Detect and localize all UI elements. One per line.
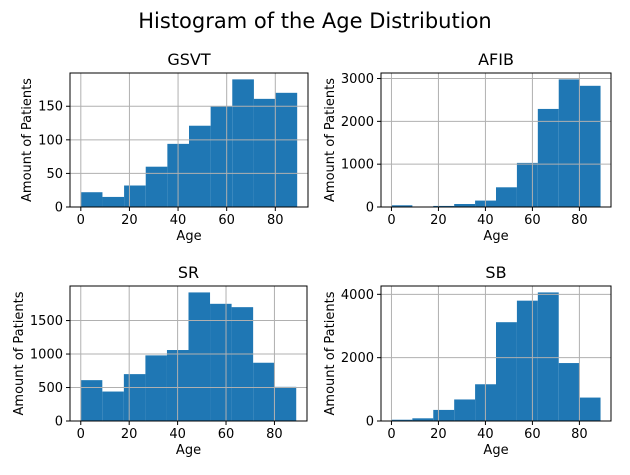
subplot-title: SB xyxy=(485,263,506,282)
plot-spines xyxy=(380,285,612,422)
y-tick-label: 3000 xyxy=(341,72,374,87)
x-tick-label: 0 xyxy=(77,213,85,228)
hist-bar xyxy=(516,300,538,421)
plot-spines xyxy=(69,285,308,422)
hist-bar xyxy=(145,355,167,421)
x-axis-label: Age xyxy=(483,443,508,458)
y-tick-label: 0 xyxy=(55,415,63,430)
x-tick-label: 20 xyxy=(121,213,138,228)
x-tick-label: 60 xyxy=(524,213,541,228)
x-tick-label: 40 xyxy=(477,427,494,442)
y-tick-label: 100 xyxy=(38,133,63,148)
hist-bar xyxy=(579,397,601,421)
hist-bar xyxy=(124,185,146,207)
hist-bar xyxy=(253,98,276,207)
x-tick-label: 0 xyxy=(387,427,395,442)
y-tick-label: 50 xyxy=(46,167,63,182)
x-tick-label: 40 xyxy=(170,213,187,228)
hist-bar xyxy=(123,374,146,421)
y-tick-label: 1000 xyxy=(341,158,374,173)
subplot-afib: 0 20 40 60 80 0 1000 2000 3000 AFIB Age Amount of P… xyxy=(315,40,630,253)
hist-bar xyxy=(102,196,125,207)
hist-bar xyxy=(80,380,103,421)
hist-bar xyxy=(188,292,211,421)
hist-bar xyxy=(253,362,275,421)
hist-bar xyxy=(391,419,413,421)
y-tick-label: 1500 xyxy=(30,314,63,329)
hist-bar xyxy=(516,162,538,207)
hist-bar xyxy=(145,166,168,207)
hist-bar xyxy=(102,391,124,421)
x-tick-label: 80 xyxy=(266,427,283,442)
x-tick-label: 60 xyxy=(524,427,541,442)
hist-bar xyxy=(210,303,232,421)
y-tick-label: 0 xyxy=(366,415,374,430)
x-axis-label: Age xyxy=(176,443,201,458)
hist-bar xyxy=(579,85,601,207)
y-axis-label: Amount of Patients xyxy=(12,291,27,415)
hist-bar xyxy=(391,205,413,207)
y-axis-label: Amount of Patients xyxy=(323,78,338,202)
hist-bar xyxy=(275,92,298,207)
hist-bar xyxy=(454,399,476,421)
y-tick-label: 4000 xyxy=(341,288,374,303)
x-tick-label: 0 xyxy=(387,213,395,228)
x-tick-label: 20 xyxy=(430,427,447,442)
hist-bar xyxy=(558,79,580,207)
x-tick-label: 60 xyxy=(218,213,235,228)
y-tick-label: 2000 xyxy=(341,115,374,130)
hist-bar xyxy=(231,307,254,421)
x-tick-label: 40 xyxy=(477,213,494,228)
hist-bar xyxy=(433,409,455,421)
y-axis-label: Amount of Patients xyxy=(20,78,35,202)
hist-bar xyxy=(232,79,254,207)
x-tick-label: 80 xyxy=(267,213,284,228)
y-tick-label: 0 xyxy=(55,201,63,216)
hist-bar xyxy=(558,363,580,421)
subplot-sr: 0 20 40 60 80 0 500 1000 1500 SR Age Amount of Pati… xyxy=(0,253,315,475)
histogram-afib: 0 20 40 60 80 0 1000 2000 3000 AFIB Age Amount of P… xyxy=(323,50,612,244)
y-tick-label: 500 xyxy=(38,381,63,396)
y-tick-label: 2000 xyxy=(341,351,374,366)
x-tick-label: 80 xyxy=(571,213,588,228)
subplot-title: GSVT xyxy=(167,50,211,69)
x-tick-label: 20 xyxy=(430,213,447,228)
hist-bar xyxy=(80,192,103,207)
subplot-title: SR xyxy=(178,263,199,282)
x-tick-label: 40 xyxy=(169,427,186,442)
hist-bar xyxy=(537,108,559,207)
y-axis-label: Amount of Patients xyxy=(323,291,338,415)
x-axis-label: Age xyxy=(483,229,508,244)
subplot-title: AFIB xyxy=(478,50,514,69)
x-tick-label: 60 xyxy=(218,427,235,442)
histogram-sr: 0 20 40 60 80 0 500 1000 1500 SR Age Amount of Pati… xyxy=(12,263,308,458)
y-tick-label: 1000 xyxy=(30,348,63,363)
x-tick-label: 0 xyxy=(77,427,85,442)
y-tick-label: 150 xyxy=(38,100,63,115)
hist-bar xyxy=(412,418,434,421)
y-tick-label: 0 xyxy=(366,201,374,216)
figure-title: Histogram of the Age Distribution xyxy=(138,9,492,33)
plot-spines xyxy=(380,72,612,208)
histogram-sb: 0 20 40 60 80 0 2000 4000 SB Age Amount of Patient… xyxy=(323,263,612,458)
hist-bar xyxy=(189,125,211,207)
hist-bar xyxy=(537,292,559,421)
hist-bar xyxy=(274,386,297,421)
hist-bar xyxy=(496,187,517,207)
hist-bar xyxy=(454,204,476,207)
x-axis-label: Age xyxy=(176,229,201,244)
x-tick-label: 20 xyxy=(121,427,138,442)
subplot-sb: 0 20 40 60 80 0 2000 4000 SB Age Amount of Patient… xyxy=(315,253,630,475)
hist-bar xyxy=(210,106,233,207)
histogram-gsvt: 0 20 40 60 80 0 50 100 150 GSVT Age Amount of Patie… xyxy=(20,50,309,244)
x-tick-label: 80 xyxy=(571,427,588,442)
subplot-gsvt: 0 20 40 60 80 0 50 100 150 GSVT Age Amount of Patie… xyxy=(0,40,315,253)
hist-bar xyxy=(433,205,455,207)
hist-bar xyxy=(496,322,517,421)
